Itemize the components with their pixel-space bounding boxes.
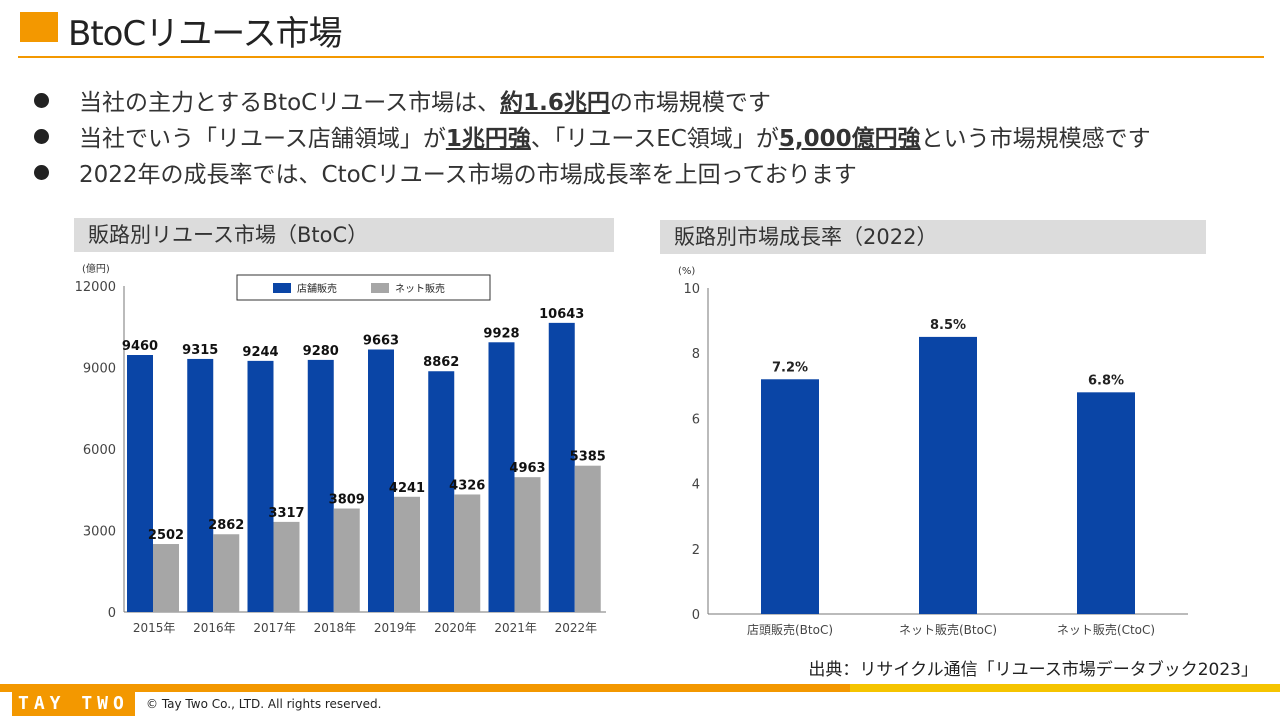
x-tick-label: 店頭販売(BtoC) [747, 622, 833, 637]
bar-value-label: 5385 [570, 450, 606, 465]
bullet-text: 、「リユースEC領域」が [530, 126, 779, 152]
bullet-item-3: 2022年の成長率では、CtoCリユース市場の市場成長率を上回っております [34, 154, 1151, 190]
y-tick-label: 10 [683, 282, 700, 297]
bullet-item-2: 当社でいう「リユース店舗領域」が 1兆円強 、「リユースEC領域」が 5,000億円強… [34, 118, 1151, 154]
bar-growth [1077, 392, 1135, 614]
bar-online [273, 521, 300, 612]
bar-online [153, 544, 179, 612]
bar-value-label: 9460 [122, 339, 158, 354]
chart-growth-svg: (%) 0 2 4 6 8 10 7.2% 店頭販売(BtoC) 8.5% ネット販売(BtoC) 6… [678, 266, 1188, 637]
y-tick-label: 12000 [75, 280, 116, 295]
bar-store [488, 342, 515, 612]
bar-store [548, 322, 575, 612]
title-divider [18, 56, 1264, 58]
x-tick-label: 2015年 [133, 621, 176, 635]
bar-growth [761, 379, 819, 614]
bullet-dot-icon [34, 128, 49, 144]
bar-value-label: 6.8% [1088, 373, 1124, 388]
page-title: BtoCリユース市場 [68, 14, 342, 54]
y-tick-label: 8 [692, 347, 700, 362]
title-accent-square [20, 12, 58, 42]
bar-online [514, 477, 541, 612]
bar-value-label: 9280 [303, 344, 339, 359]
bullet-emphasis: 約1.6兆円 [500, 90, 610, 116]
chart-title-market: 販路別リユース市場（BtoC） [74, 218, 614, 252]
bullet-item-1: 当社の主力とするBtoCリユース市場は、 約1.6兆円 の市場規模です [34, 82, 1151, 118]
legend-label: 店舗販売 [297, 282, 337, 295]
legend-swatch [273, 283, 291, 293]
bar-store [307, 359, 334, 612]
bar-online [213, 534, 240, 612]
footer-stripe-yellow [850, 684, 1280, 692]
bar-value-label: 9928 [483, 326, 519, 341]
x-tick-label: ネット販売(CtoC) [1057, 622, 1155, 637]
bar-value-label: 3809 [329, 493, 365, 508]
y-axis-unit: (%) [678, 266, 695, 277]
bar-value-label: 8862 [423, 355, 459, 370]
bar-value-label: 9315 [182, 343, 218, 358]
y-tick-label: 3000 [83, 525, 116, 540]
bar-store [368, 349, 394, 612]
y-tick-label: 2 [692, 543, 700, 558]
y-tick-label: 0 [108, 606, 116, 621]
company-logo: TAY TWO [12, 692, 135, 716]
bullet-emphasis: 5,000億円強 [778, 126, 921, 152]
bar-growth [919, 336, 977, 614]
bar-value-label: 7.2% [772, 360, 808, 375]
bar-value-label: 4326 [449, 478, 485, 493]
y-tick-label: 0 [692, 608, 700, 623]
x-tick-label: 2022年 [555, 621, 598, 635]
legend-label: ネット販売 [395, 282, 445, 295]
bar-value-label: 8.5% [930, 318, 966, 333]
y-axis-unit: (億円) [82, 262, 110, 275]
bullet-text: 当社の主力とするBtoCリユース市場は、 [79, 90, 501, 116]
source-note: 出典：リサイクル通信「リユース市場データブック2023」 [808, 660, 1258, 680]
x-tick-label: ネット販売(BtoC) [899, 622, 997, 637]
bar-value-label: 2502 [148, 528, 184, 543]
bar-online [574, 465, 601, 612]
bullet-text: という市場規模感です [920, 126, 1151, 152]
bullet-dot-icon [34, 92, 49, 108]
y-tick-label: 6000 [83, 443, 116, 458]
chart-growth-area: (%) 0 2 4 6 8 10 7.2% 店頭販売(BtoC) 8.5% ネット販売(BtoC) 6… [660, 256, 1206, 640]
footer-stripe-orange [0, 684, 850, 692]
bar-store [428, 371, 455, 612]
bar-value-label: 9244 [242, 345, 278, 360]
bar-value-label: 4241 [389, 481, 425, 496]
bullet-text: 2022年の成長率では、CtoCリユース市場の市場成長率を上回っております [79, 162, 857, 188]
chart-title-growth: 販路別市場成長率（2022） [660, 220, 1206, 254]
bar-value-label: 3317 [268, 506, 304, 521]
bullet-text: の市場規模です [609, 90, 771, 116]
x-tick-label: 2016年 [193, 621, 236, 635]
x-tick-label: 2018年 [314, 621, 357, 635]
bar-store [127, 355, 153, 612]
y-tick-label: 4 [692, 478, 700, 493]
bar-store [187, 358, 214, 612]
bar-online [333, 508, 360, 612]
x-tick-label: 2020年 [434, 621, 477, 635]
bar-value-label: 2862 [208, 518, 244, 533]
x-tick-label: 2017年 [253, 621, 296, 635]
copyright-text: © Tay Two Co., LTD. All rights reserved. [146, 697, 382, 711]
x-tick-label: 2019年 [374, 621, 417, 635]
legend-swatch [371, 283, 389, 293]
y-tick-label: 6 [692, 412, 700, 427]
bar-store [247, 360, 274, 612]
bar-value-label: 4963 [509, 461, 545, 476]
chart-market-svg: (億円) 0 3000 6000 9000 12000 9460 2502 2015年 9315 2… [75, 262, 606, 635]
bar-online [394, 496, 420, 612]
bar-online [454, 494, 481, 612]
bullet-list: 当社の主力とするBtoCリユース市場は、 約1.6兆円 の市場規模です 当社でいう「… [34, 82, 1151, 190]
bar-value-label: 10643 [539, 307, 584, 322]
bar-value-label: 9663 [363, 333, 399, 348]
y-tick-label: 9000 [83, 362, 116, 377]
bullet-text: 当社でいう「リユース店舗領域」が [79, 126, 446, 152]
chart-market-area: (億円) 0 3000 6000 9000 12000 9460 2502 2015年 9315 2… [60, 256, 620, 640]
x-tick-label: 2021年 [494, 621, 537, 635]
bullet-emphasis: 1兆円強 [445, 126, 531, 152]
bullet-dot-icon [34, 164, 49, 180]
